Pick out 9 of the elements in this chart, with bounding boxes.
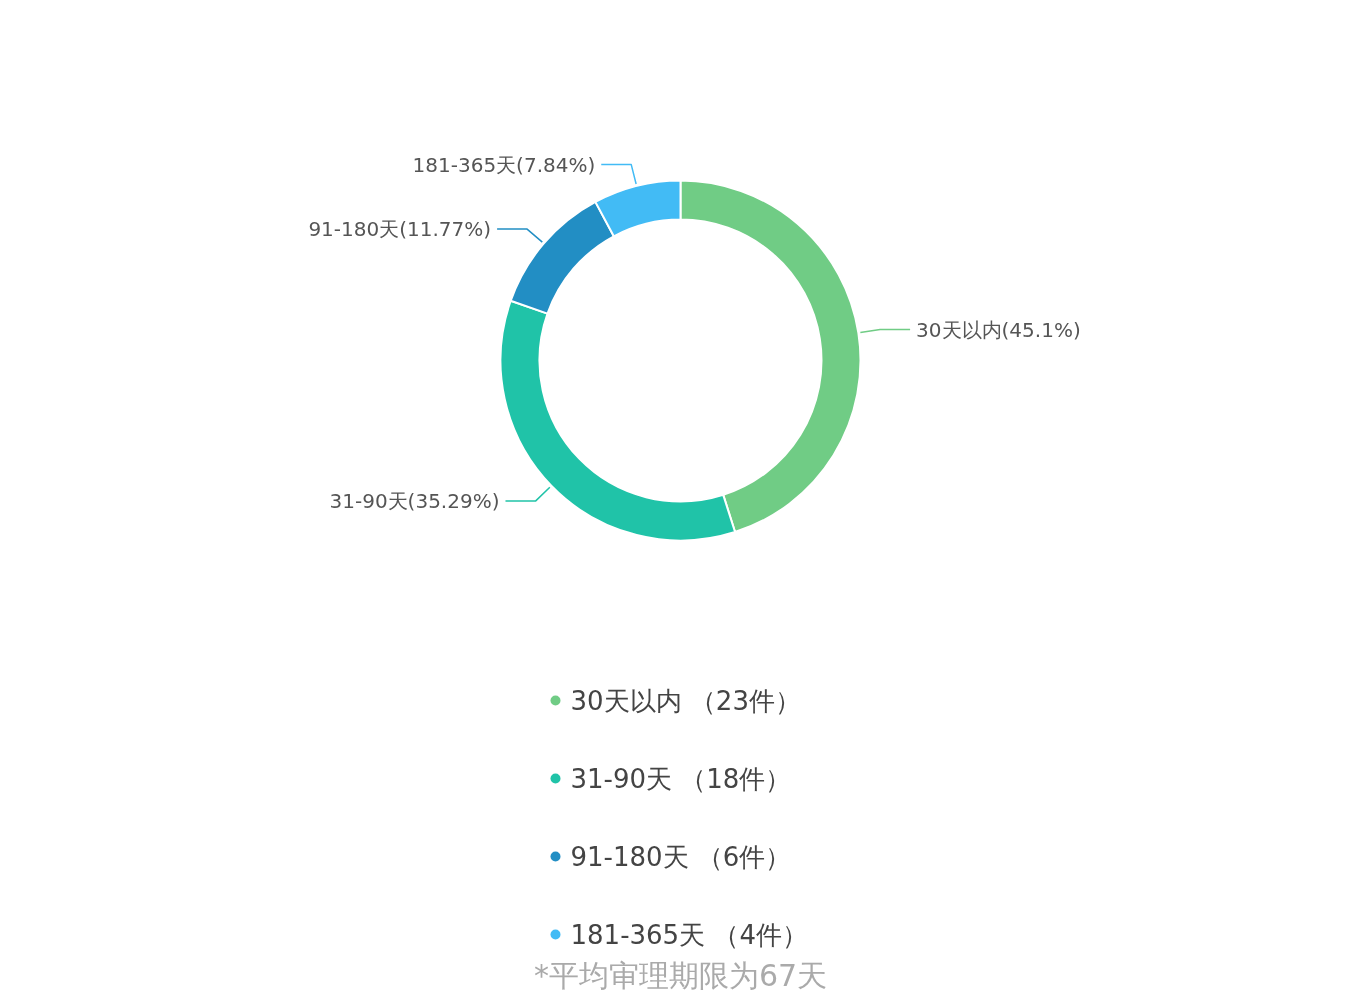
data-label: 91-180天(11.77%) [308,217,492,242]
legend-label: 31-90天 （18件） [570,763,792,794]
data-label: 181-365天(7.84%) [412,152,596,177]
legend-label: 30天以内 （23件） [570,685,801,716]
legend-label: 91-180天 （6件） [570,841,792,872]
data-label: 31-90天(35.29%) [329,489,500,514]
data-label: 30天以内(45.1%) [916,317,1081,342]
legend-label: 181-365天 （4件） [570,919,808,950]
text: *平均审理期限为67天 [533,958,828,993]
